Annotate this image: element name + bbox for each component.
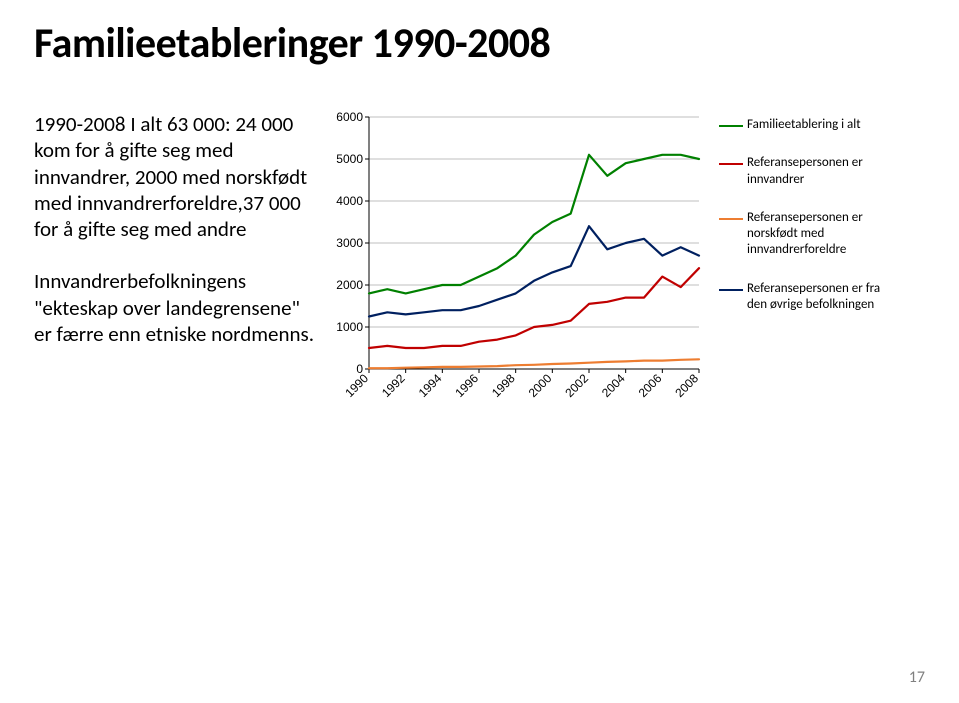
content-row: 1990-2008 I alt 63 000: 24 000 kom for å… (34, 111, 925, 421)
svg-text:6000: 6000 (336, 111, 363, 124)
legend-label: Referansepersonen er fra den øvrige befo… (747, 281, 880, 314)
text-column: 1990-2008 I alt 63 000: 24 000 kom for å… (34, 111, 315, 373)
chart-column: 0100020003000400050006000199019921994199… (327, 111, 707, 421)
body-paragraph-1: 1990-2008 I alt 63 000: 24 000 kom for å… (34, 111, 315, 242)
legend-item: Referansepersonen er fra den øvrige befo… (719, 281, 925, 314)
legend-swatch (719, 289, 743, 291)
page-number: 17 (909, 668, 925, 687)
svg-text:1000: 1000 (336, 320, 363, 334)
svg-text:5000: 5000 (336, 152, 363, 166)
svg-text:3000: 3000 (336, 236, 363, 250)
legend-label: Referansepersonen er norskfødt med innva… (747, 210, 863, 259)
legend-label: Familieetablering i alt (747, 117, 861, 133)
chart-legend: Familieetablering i alt Referansepersonen… (719, 111, 925, 335)
legend-label: Referansepersonen er innvandrer (747, 155, 863, 188)
svg-text:2000: 2000 (336, 278, 363, 292)
legend-swatch (719, 218, 743, 220)
line-chart: 0100020003000400050006000199019921994199… (327, 111, 707, 421)
body-paragraph-2: Innvandrerbefolkningens "ekteskap over l… (34, 268, 315, 347)
legend-item: Referansepersonen er norskfødt med innva… (719, 210, 925, 259)
legend-swatch (719, 125, 743, 127)
legend-item: Familieetablering i alt (719, 117, 925, 133)
page-title: Familieetableringer 1990-2008 (34, 18, 925, 69)
slide: Familieetableringer 1990-2008 1990-2008 … (0, 0, 959, 703)
svg-text:4000: 4000 (336, 194, 363, 208)
legend-swatch (719, 163, 743, 165)
legend-item: Referansepersonen er innvandrer (719, 155, 925, 188)
